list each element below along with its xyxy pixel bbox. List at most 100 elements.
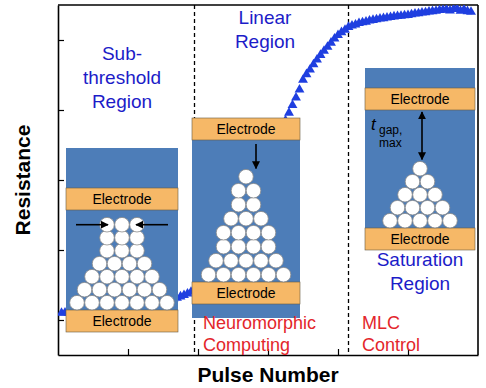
frame-right [477, 5, 479, 355]
filament-atom [130, 295, 145, 310]
filament-atom [115, 243, 130, 258]
filament-atom [137, 256, 152, 271]
application-label: MLC [362, 313, 400, 333]
electrode [192, 282, 300, 304]
electrode [365, 88, 475, 110]
y-tick [58, 110, 64, 111]
electrode-label: Electrode [92, 191, 151, 207]
electrode [66, 188, 178, 210]
region-label: Linear [239, 7, 292, 28]
gap-label-sub: max [379, 136, 402, 150]
electrode-label: Electrode [216, 285, 275, 301]
filament-atom [130, 230, 145, 245]
region-label: Region [92, 91, 152, 112]
inset: ElectrodeElectrodetgap,max [365, 68, 475, 250]
filament-atom [100, 230, 115, 245]
data-point [291, 92, 301, 101]
y-tick-mark [58, 320, 64, 321]
filament-atom [145, 269, 160, 284]
filament-atom [209, 253, 224, 268]
x-tick [128, 349, 129, 355]
filament-atom [405, 174, 420, 189]
filament-atom [201, 267, 216, 282]
filament-atom [239, 169, 254, 184]
filament-atom [246, 267, 261, 282]
filament-atom [398, 187, 413, 202]
filament-atom [405, 200, 420, 215]
filament-atom [115, 230, 130, 245]
region-label: Saturation [377, 249, 464, 270]
filament-atom [224, 253, 239, 268]
filament-atom [231, 197, 246, 212]
application-label: Control [362, 335, 420, 355]
filament-atom [239, 211, 254, 226]
filament-atom [254, 253, 269, 268]
y-tick-mark [58, 40, 64, 41]
y-tick-mark [58, 250, 64, 251]
x-axis-title: Pulse Number [197, 363, 338, 386]
inset-medium [365, 68, 475, 250]
frame-top [58, 4, 478, 6]
filament-atom [231, 267, 246, 282]
inset-medium [66, 148, 178, 332]
filament-atom [137, 282, 152, 297]
electrode-label: Electrode [390, 91, 449, 107]
filament-atom [115, 217, 130, 232]
electrode [66, 310, 178, 332]
filament-atom [420, 174, 435, 189]
filament-atom [92, 256, 107, 271]
data-point [295, 84, 305, 93]
electrode-label: Electrode [216, 121, 275, 137]
filament-atom [239, 253, 254, 268]
arrow [76, 224, 108, 226]
filament-atom [216, 267, 231, 282]
filament-atom [160, 295, 175, 310]
filament-atom [100, 295, 115, 310]
electrode-label: Electrode [92, 313, 151, 329]
filament-atom [122, 282, 137, 297]
filament-atom [100, 243, 115, 258]
application-label: Neuromorphic [203, 313, 316, 333]
y-tick-mark [58, 110, 64, 111]
arrow [136, 224, 168, 226]
y-tick [58, 250, 64, 251]
filament-atom [428, 187, 443, 202]
filament-atom [398, 213, 413, 228]
filament-atom [85, 269, 100, 284]
filament-atom [77, 282, 92, 297]
x-tick-mark [198, 349, 199, 355]
filament-atom [115, 269, 130, 284]
y-tick [58, 40, 64, 41]
filament-atom [92, 282, 107, 297]
gap-label: t [371, 115, 377, 134]
filament-atom [145, 295, 160, 310]
filament-atom [216, 225, 231, 240]
filament-atom [261, 225, 276, 240]
x-tick [338, 349, 339, 355]
filament-atom [254, 211, 269, 226]
y-axis-title: Resistance [11, 125, 34, 236]
filament-atom [383, 213, 398, 228]
filament-atom [216, 239, 231, 254]
region-label: threshold [83, 67, 161, 88]
filament-atom [100, 269, 115, 284]
filament-atom [443, 213, 458, 228]
y-axis [58, 6, 64, 356]
inset: Electrode Electrode [66, 148, 178, 332]
inset: Electrode Electrode [192, 118, 300, 318]
gap-arrow [421, 112, 423, 159]
filament-atom [276, 267, 291, 282]
filament-atom [435, 200, 450, 215]
arrow [255, 144, 257, 168]
filament-atom [246, 239, 261, 254]
gap-label-sub: gap, [379, 123, 402, 137]
inset-medium [192, 118, 300, 318]
filament-atom [246, 225, 261, 240]
x-tick [198, 349, 199, 355]
filament-atom [130, 243, 145, 258]
filament-atom [152, 282, 167, 297]
region-boundary [348, 5, 349, 355]
filament-atom [70, 295, 85, 310]
filament-atom [246, 197, 261, 212]
chart: ElectrodeElectrodeElectrodeElectrodeElec… [0, 0, 486, 388]
